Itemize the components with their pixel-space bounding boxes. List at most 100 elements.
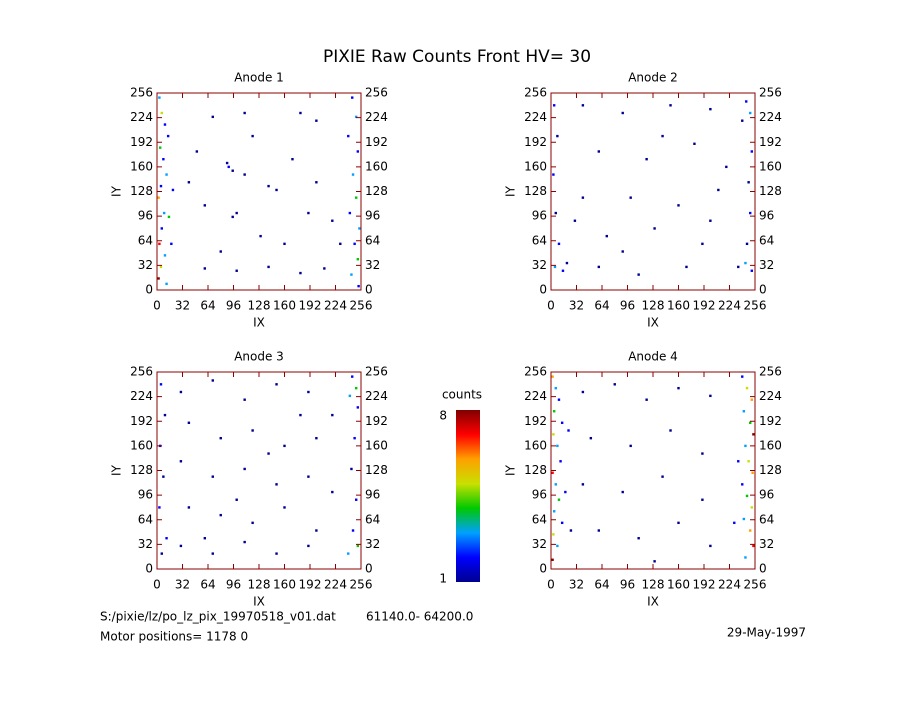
pixel: [331, 219, 334, 222]
y-tick-label: 0: [539, 562, 547, 576]
pixel: [315, 529, 318, 532]
y2-tick-label: 192: [759, 135, 782, 149]
date: 29-May-1997: [727, 626, 806, 640]
pixel: [752, 433, 755, 436]
pixel: [709, 394, 712, 398]
pixel: [235, 498, 238, 501]
x-tick-label: 256: [350, 578, 373, 592]
x-axis-label: IX: [647, 316, 659, 330]
pixel: [701, 452, 704, 455]
pixel: [733, 521, 736, 525]
pixel: [227, 165, 230, 169]
pixel: [159, 184, 163, 188]
pixel: [554, 211, 557, 215]
pixel: [356, 406, 360, 409]
x-tick-label: 96: [620, 578, 635, 592]
pixel: [741, 119, 744, 122]
pixel: [749, 421, 752, 424]
y-tick-label: 192: [524, 135, 547, 149]
y2-tick-label: 128: [365, 184, 388, 198]
y2-tick-label: 160: [365, 159, 388, 173]
pixel: [744, 261, 747, 265]
pixel: [581, 104, 585, 107]
pixel: [219, 436, 222, 440]
pixel: [158, 506, 161, 509]
y2-tick-label: 32: [365, 537, 380, 551]
pixel: [552, 533, 555, 536]
pixel: [742, 410, 746, 413]
pixel: [556, 444, 559, 448]
page-title: PIXIE Raw Counts Front HV= 30: [323, 47, 591, 67]
y2-tick-label: 160: [759, 159, 782, 173]
pixel: [187, 506, 191, 509]
panel-title: Anode 4: [628, 350, 678, 364]
pixel: [225, 161, 229, 165]
pixel: [307, 390, 310, 394]
pixel: [629, 444, 632, 448]
pixel: [677, 204, 680, 207]
x-tick-label: 64: [594, 578, 609, 592]
pixel: [275, 383, 278, 386]
y2-tick-label: 128: [759, 184, 782, 198]
pixel: [560, 521, 564, 525]
pixel: [166, 134, 170, 138]
x-tick-label: 192: [299, 299, 322, 313]
pixel: [567, 429, 570, 432]
pixel: [554, 483, 557, 486]
plot-frame: [156, 92, 362, 291]
pixel: [170, 242, 173, 246]
y2-tick-label: 64: [759, 233, 774, 247]
pixel: [597, 529, 601, 532]
y-axis-label: IY: [110, 185, 124, 197]
pixel: [351, 529, 355, 532]
pixel: [159, 383, 163, 386]
y-tick-label: 64: [532, 512, 547, 526]
x-tick-label: 64: [200, 299, 215, 313]
file-name: S:/pixie/lz/po_lz_pix_19970518_v01.dat: [100, 610, 336, 624]
pixel: [581, 196, 585, 199]
pixel: [351, 96, 354, 99]
pixel: [203, 267, 207, 270]
pixel: [565, 261, 569, 265]
y2-tick-label: 224: [365, 110, 388, 124]
pixel: [551, 375, 554, 378]
pixel: [283, 242, 286, 246]
x-axis-label: IX: [253, 316, 265, 330]
y-tick-label: 128: [130, 184, 153, 198]
y-tick-label: 160: [130, 159, 153, 173]
y-tick-label: 32: [138, 537, 153, 551]
pixel: [752, 544, 755, 548]
pixel: [158, 146, 162, 149]
x-tick-label: 96: [226, 299, 241, 313]
pixel: [348, 394, 352, 398]
pixel: [355, 196, 358, 199]
x-tick-label: 0: [153, 578, 161, 592]
pixel: [347, 134, 350, 138]
pixel: [751, 471, 754, 475]
pixel: [283, 506, 286, 509]
pixel: [645, 157, 648, 161]
pixel: [307, 211, 310, 215]
time-range: 61140.0- 64200.0: [366, 610, 473, 624]
pixel: [157, 196, 160, 199]
pixel: [251, 429, 254, 432]
pixel: [357, 284, 360, 288]
y-tick-label: 256: [130, 365, 153, 379]
pixel: [557, 498, 561, 501]
y2-tick-label: 192: [365, 414, 388, 428]
panel-title: Anode 1: [234, 71, 284, 85]
y-tick-label: 224: [130, 389, 153, 403]
pixel: [355, 498, 358, 501]
y2-tick-label: 32: [759, 537, 774, 551]
y2-tick-label: 0: [759, 283, 767, 297]
pixel: [645, 398, 648, 401]
pixel: [157, 277, 160, 280]
pixel: [685, 265, 688, 269]
y-tick-label: 256: [524, 86, 547, 100]
y2-tick-label: 224: [365, 389, 388, 403]
y2-tick-label: 224: [759, 110, 782, 124]
pixel: [299, 413, 302, 417]
x-tick-label: 32: [569, 299, 584, 313]
x-tick-label: 32: [175, 578, 190, 592]
y-tick-label: 96: [138, 209, 153, 223]
